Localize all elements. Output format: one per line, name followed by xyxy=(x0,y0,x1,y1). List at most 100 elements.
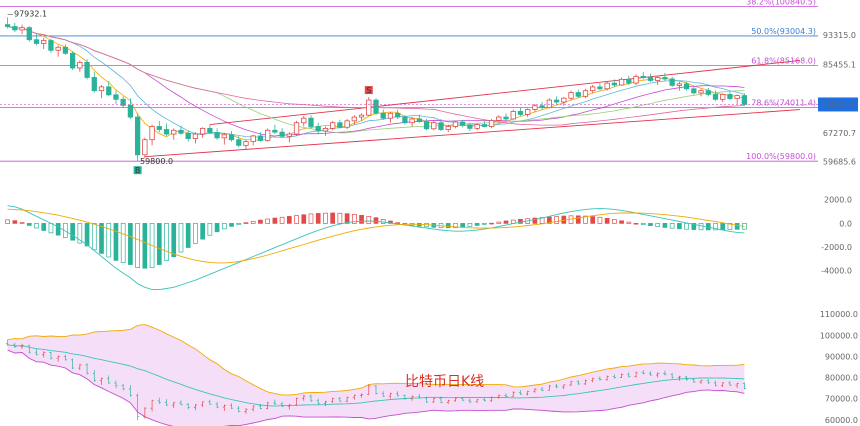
macd-bar-37 xyxy=(272,217,278,224)
macd-bar-23 xyxy=(171,223,177,258)
candle-body-24 xyxy=(178,129,184,134)
macd-bar-69 xyxy=(503,220,509,224)
candle-body-27 xyxy=(200,127,206,135)
candle-body-47 xyxy=(344,120,350,128)
boll-tick-label-4: 70000.0 xyxy=(825,395,858,404)
macd-bar-61 xyxy=(445,223,451,229)
macd-bar-91 xyxy=(662,223,668,228)
macd-bar-49 xyxy=(359,215,364,224)
macd-bar-33 xyxy=(243,222,249,224)
macd-bar-12 xyxy=(91,223,97,251)
macd-bar-52 xyxy=(380,219,386,224)
macd-bar-0 xyxy=(5,219,10,224)
macd-tick-label-0: 2000.0 xyxy=(824,196,852,205)
candle-body-85 xyxy=(618,78,625,86)
candle-body-1 xyxy=(12,26,18,31)
macd-bar-18 xyxy=(135,223,140,268)
candle-body-12 xyxy=(91,77,97,92)
candle-body-62 xyxy=(452,121,459,127)
macd-bar-21 xyxy=(156,223,162,265)
candle-body-68 xyxy=(496,116,502,121)
candle-body-100 xyxy=(727,94,733,99)
candle-body-78 xyxy=(568,92,574,99)
candle-body-28 xyxy=(207,127,213,133)
macd-bar-50 xyxy=(366,216,372,224)
boll-tick-label-0: 110000.0 xyxy=(820,310,858,319)
ma5-line xyxy=(7,26,745,142)
candle-body-15 xyxy=(113,94,119,100)
macd-bar-9 xyxy=(70,223,75,241)
macd-bar-93 xyxy=(677,223,682,230)
macd-panel: 2000.0 0.0 -2000.0 -4000.0 xyxy=(5,196,852,291)
macd-bar-25 xyxy=(185,223,191,248)
candle-body-76 xyxy=(553,99,560,103)
candle-body-44 xyxy=(322,127,329,132)
channel-upper-line xyxy=(209,60,801,126)
candle-body-99 xyxy=(720,94,726,100)
macd-bar-6 xyxy=(48,223,54,234)
candle-body-91 xyxy=(662,77,668,80)
candle-body-37 xyxy=(272,129,278,133)
macd-bar-83 xyxy=(604,217,610,224)
macd-bar-65 xyxy=(474,223,480,226)
macd-bar-2 xyxy=(19,222,25,224)
candle-body-25 xyxy=(185,132,191,139)
candle-body-98 xyxy=(712,94,719,100)
candle-body-65 xyxy=(474,124,480,129)
macd-bar-1 xyxy=(12,220,18,224)
macd-bar-7 xyxy=(55,223,61,236)
candle-body-80 xyxy=(582,90,589,97)
price-tick-label-1: 85455.1 xyxy=(823,60,856,69)
candle-body-49 xyxy=(358,114,365,118)
candle-body-61 xyxy=(445,126,451,130)
price-tick-label-4: 59685.6 xyxy=(823,158,856,167)
candle-body-14 xyxy=(106,86,112,96)
macd-dif-line xyxy=(7,205,745,291)
low-annotation-label: 59800.0 xyxy=(140,157,173,166)
macd-bar-43 xyxy=(315,213,321,224)
buy-marker-box xyxy=(133,166,142,175)
candle-body-50 xyxy=(366,99,372,116)
price-tick-label-3: 67270.7 xyxy=(823,129,856,138)
candle-body-8 xyxy=(62,46,69,54)
candle-body-31 xyxy=(228,134,235,141)
macd-bar-54 xyxy=(395,222,401,224)
macd-tick-label-3: -4000.0 xyxy=(821,267,852,276)
macd-bar-92 xyxy=(669,223,675,229)
boll-tick-label-3: 80000.0 xyxy=(825,374,858,383)
macd-bar-44 xyxy=(323,212,328,224)
macd-bar-42 xyxy=(308,213,314,224)
candle-body-84 xyxy=(611,82,618,86)
candle-body-72 xyxy=(525,109,531,115)
macd-bar-88 xyxy=(640,223,646,225)
macd-bar-63 xyxy=(460,223,466,228)
macd-bar-94 xyxy=(684,223,689,230)
candle-body-73 xyxy=(532,105,538,110)
macd-bar-66 xyxy=(482,223,487,225)
candle-body-64 xyxy=(467,124,473,129)
candle-body-9 xyxy=(69,52,76,69)
macd-bar-34 xyxy=(250,220,256,224)
candle-body-88 xyxy=(640,75,646,78)
candle-body-60 xyxy=(438,122,444,130)
candle-body-34 xyxy=(250,135,256,142)
candle-body-102 xyxy=(741,95,748,105)
macd-bar-47 xyxy=(344,213,350,224)
macd-bar-48 xyxy=(351,214,357,224)
candle-body-56 xyxy=(409,118,415,124)
candle-body-77 xyxy=(561,97,567,103)
candle-body-6 xyxy=(48,40,54,51)
macd-bar-41 xyxy=(301,214,307,224)
macd-bar-17 xyxy=(128,223,133,265)
macd-bar-5 xyxy=(41,223,47,231)
candle-body-3 xyxy=(26,27,32,41)
candle-body-67 xyxy=(488,120,495,127)
macd-bar-40 xyxy=(294,215,299,224)
candle-body-26 xyxy=(192,133,199,139)
candle-body-21 xyxy=(156,126,162,130)
candle-body-29 xyxy=(214,132,220,139)
candle-body-42 xyxy=(308,117,314,127)
macd-bar-98 xyxy=(713,223,718,231)
sell-marker-box xyxy=(364,86,373,95)
macd-bar-22 xyxy=(164,223,169,261)
